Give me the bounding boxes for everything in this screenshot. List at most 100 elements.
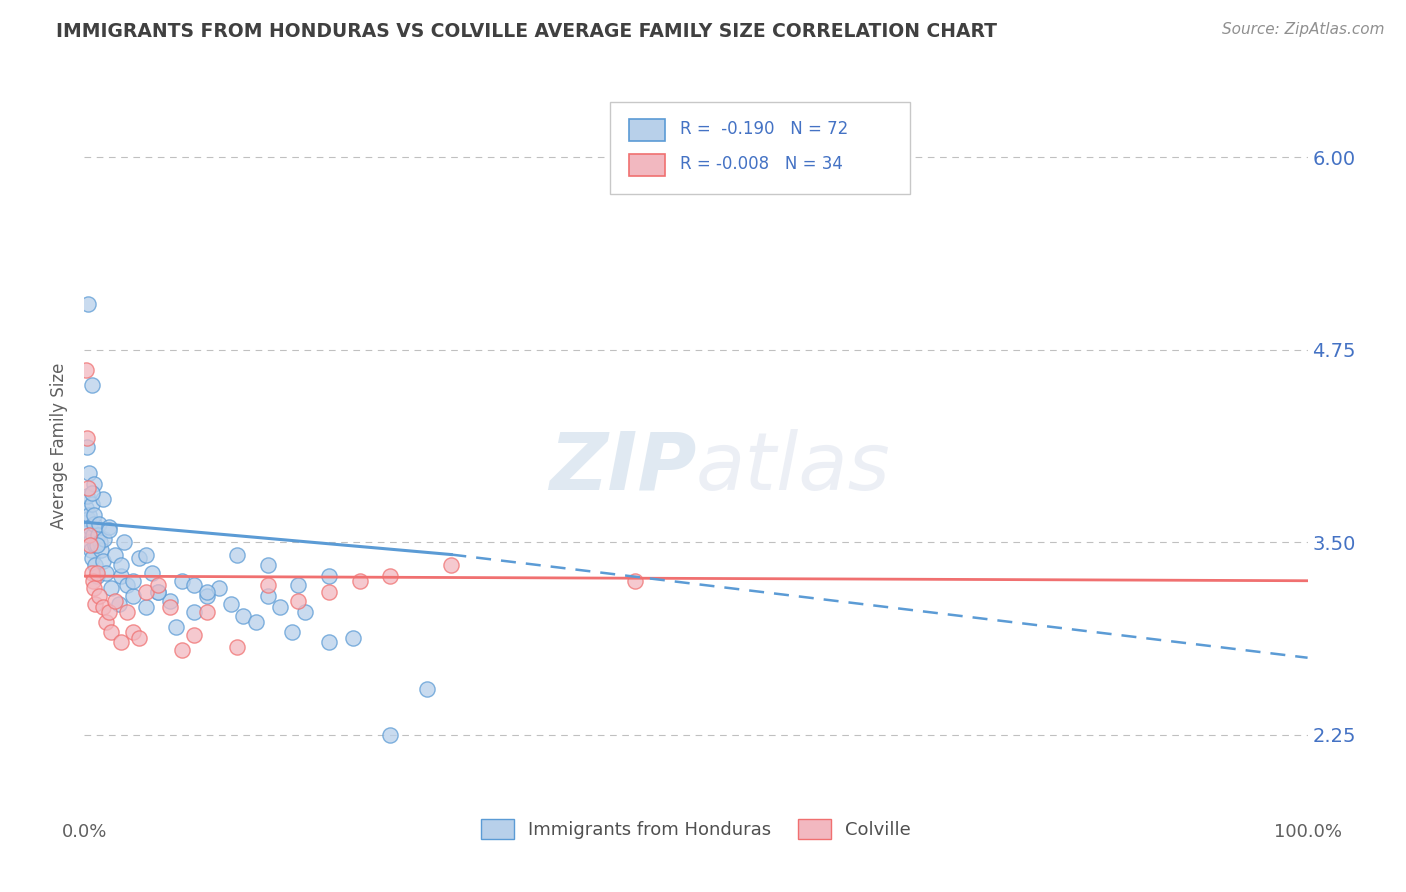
Point — [96, 615, 118, 630]
Point — [90, 543, 112, 558]
Point — [79, 538, 101, 552]
Point — [77, 466, 100, 480]
Point — [77, 481, 100, 495]
Point — [110, 569, 132, 583]
Point — [318, 584, 340, 599]
Point — [135, 599, 157, 614]
Point — [84, 597, 107, 611]
Point — [82, 574, 104, 588]
Point — [172, 574, 194, 588]
Point — [83, 538, 105, 552]
Point — [380, 728, 402, 742]
Point — [86, 566, 108, 580]
Point — [287, 578, 309, 592]
Point — [76, 440, 98, 454]
Point — [93, 532, 115, 546]
Point — [135, 548, 157, 562]
Point — [349, 574, 371, 588]
Point — [79, 535, 101, 549]
Point — [82, 550, 104, 565]
Point — [165, 620, 187, 634]
Point — [183, 605, 205, 619]
Point — [89, 535, 111, 549]
Text: atlas: atlas — [696, 429, 891, 507]
Point — [87, 589, 110, 603]
Point — [91, 599, 114, 614]
Point — [208, 582, 231, 596]
Point — [84, 558, 107, 573]
Point — [82, 527, 104, 541]
Point — [318, 569, 340, 583]
Text: ZIP: ZIP — [548, 429, 696, 507]
Point — [97, 605, 120, 619]
Point — [318, 635, 340, 649]
Point — [83, 476, 105, 491]
Point — [112, 535, 135, 549]
Point — [100, 582, 122, 596]
Point — [232, 609, 254, 624]
Point — [83, 516, 105, 531]
Point — [86, 538, 108, 552]
Text: R =  -0.190   N = 72: R = -0.190 N = 72 — [681, 120, 848, 138]
Point — [77, 527, 100, 541]
Point — [115, 578, 138, 592]
Point — [159, 599, 181, 614]
Point — [146, 584, 169, 599]
Point — [77, 296, 100, 310]
Point — [80, 543, 103, 558]
Point — [107, 597, 129, 611]
Point — [195, 584, 218, 599]
Legend: Immigrants from Honduras, Colville: Immigrants from Honduras, Colville — [474, 812, 918, 847]
Point — [80, 486, 103, 500]
Point — [146, 584, 169, 599]
Point — [624, 574, 647, 588]
Point — [80, 497, 103, 511]
Point — [219, 597, 242, 611]
Text: R = -0.008   N = 34: R = -0.008 N = 34 — [681, 155, 844, 173]
Point — [76, 523, 98, 537]
Point — [195, 605, 218, 619]
Point — [183, 578, 205, 592]
Point — [87, 516, 110, 531]
Point — [75, 501, 97, 516]
Point — [80, 566, 103, 580]
Point — [104, 548, 127, 562]
FancyBboxPatch shape — [628, 119, 665, 141]
Point — [76, 489, 98, 503]
Point — [122, 574, 145, 588]
FancyBboxPatch shape — [628, 154, 665, 176]
Point — [294, 605, 316, 619]
Point — [110, 635, 132, 649]
Point — [257, 558, 280, 573]
Point — [257, 589, 280, 603]
Point — [83, 508, 105, 522]
Point — [159, 593, 181, 607]
Point — [91, 554, 114, 568]
Point — [77, 508, 100, 522]
Text: Source: ZipAtlas.com: Source: ZipAtlas.com — [1222, 22, 1385, 37]
Point — [416, 681, 439, 696]
Point — [122, 624, 145, 639]
Text: IMMIGRANTS FROM HONDURAS VS COLVILLE AVERAGE FAMILY SIZE CORRELATION CHART: IMMIGRANTS FROM HONDURAS VS COLVILLE AVE… — [56, 22, 997, 41]
Point — [141, 566, 163, 580]
FancyBboxPatch shape — [610, 103, 910, 194]
Point — [269, 599, 291, 614]
Y-axis label: Average Family Size: Average Family Size — [51, 363, 69, 529]
Point — [122, 589, 145, 603]
Point — [195, 589, 218, 603]
Point — [83, 582, 105, 596]
Point — [75, 363, 97, 377]
Point — [245, 615, 267, 630]
Point — [91, 492, 114, 507]
Point — [96, 566, 118, 580]
Point — [281, 624, 304, 639]
Point — [172, 643, 194, 657]
Point — [97, 520, 120, 534]
Point — [87, 527, 110, 541]
Point — [146, 578, 169, 592]
Point — [79, 520, 101, 534]
Point — [128, 631, 150, 645]
Point — [183, 627, 205, 641]
Point — [257, 578, 280, 592]
Point — [135, 584, 157, 599]
